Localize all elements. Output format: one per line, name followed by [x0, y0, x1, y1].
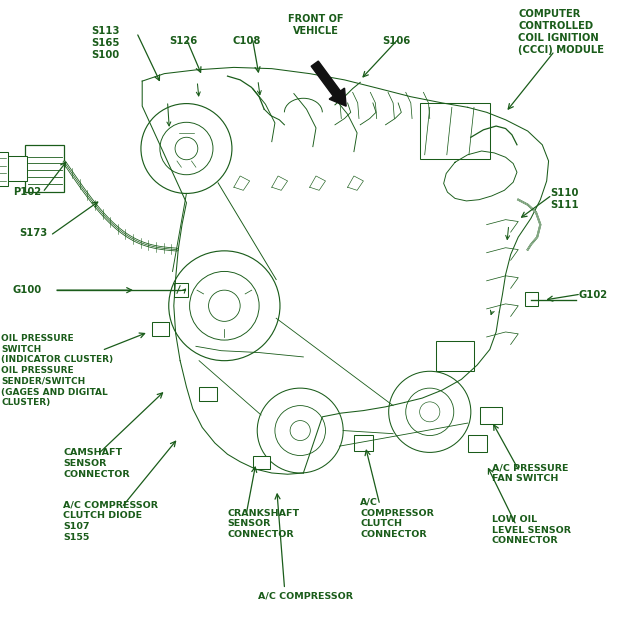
Text: CRANKSHAFT
SENSOR
CONNECTOR: CRANKSHAFT SENSOR CONNECTOR: [228, 509, 300, 539]
Text: FRONT OF
VEHICLE: FRONT OF VEHICLE: [288, 14, 344, 36]
Text: A/C
COMPRESSOR
CLUTCH
CONNECTOR: A/C COMPRESSOR CLUTCH CONNECTOR: [360, 498, 434, 539]
FancyBboxPatch shape: [525, 292, 538, 306]
FancyBboxPatch shape: [199, 387, 217, 401]
FancyBboxPatch shape: [25, 145, 64, 192]
Text: G100: G100: [13, 285, 42, 295]
Text: S173: S173: [19, 228, 47, 238]
Text: S110
S111: S110 S111: [550, 188, 578, 210]
Text: S126: S126: [169, 36, 198, 46]
Text: P102: P102: [13, 187, 41, 197]
FancyBboxPatch shape: [0, 152, 8, 186]
FancyArrow shape: [311, 61, 346, 106]
Text: A/C COMPRESSOR
CLUTCH DIODE
S107
S155: A/C COMPRESSOR CLUTCH DIODE S107 S155: [63, 500, 158, 542]
FancyBboxPatch shape: [354, 435, 373, 451]
FancyBboxPatch shape: [436, 341, 474, 371]
FancyBboxPatch shape: [468, 435, 487, 452]
Text: LOW OIL
LEVEL SENSOR
CONNECTOR: LOW OIL LEVEL SENSOR CONNECTOR: [492, 515, 571, 545]
Text: G102: G102: [579, 290, 608, 300]
FancyBboxPatch shape: [253, 456, 270, 469]
Text: A/C PRESSURE
FAN SWITCH: A/C PRESSURE FAN SWITCH: [492, 463, 568, 483]
Text: A/C COMPRESSOR: A/C COMPRESSOR: [258, 592, 353, 600]
FancyBboxPatch shape: [6, 156, 27, 181]
FancyBboxPatch shape: [152, 322, 169, 336]
FancyBboxPatch shape: [174, 283, 188, 297]
FancyBboxPatch shape: [420, 103, 490, 159]
Text: S106: S106: [382, 36, 411, 46]
FancyBboxPatch shape: [480, 407, 502, 424]
Text: COMPUTER
CONTROLLED
COIL IGNITION
(CCCI) MODULE: COMPUTER CONTROLLED COIL IGNITION (CCCI)…: [518, 9, 604, 56]
Text: C108: C108: [233, 36, 261, 46]
Text: CAMSHAFT
SENSOR
CONNECTOR: CAMSHAFT SENSOR CONNECTOR: [63, 448, 130, 479]
Text: S113
S165
S100: S113 S165 S100: [92, 26, 120, 60]
Text: OIL PRESSURE
SWITCH
(INDICATOR CLUSTER)
OIL PRESSURE
SENDER/SWITCH
(GAGES AND DI: OIL PRESSURE SWITCH (INDICATOR CLUSTER) …: [1, 334, 113, 407]
